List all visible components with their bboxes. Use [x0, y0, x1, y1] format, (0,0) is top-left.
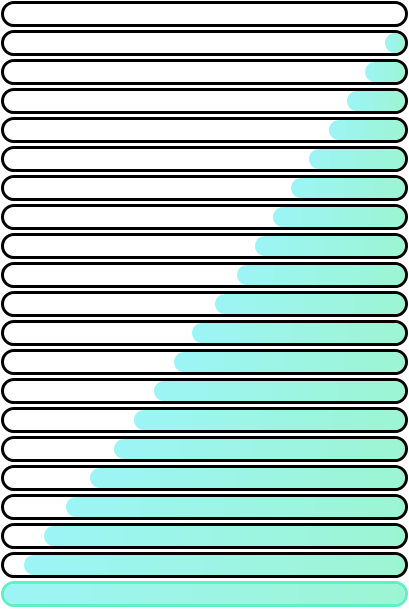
- progress-bar-fill: [347, 91, 405, 111]
- progress-bar: [1, 88, 408, 114]
- progress-bar: [1, 233, 408, 259]
- progress-bar: [1, 320, 408, 346]
- progress-bar: [1, 204, 408, 230]
- progress-bar-fill: [291, 178, 405, 198]
- progress-bar-fill: [154, 381, 405, 401]
- progress-bar-fill: [90, 468, 405, 488]
- progress-bar: [1, 378, 408, 404]
- progress-bar-fill: [215, 294, 405, 314]
- progress-bar: [1, 1, 408, 27]
- progress-bar: [1, 59, 408, 85]
- progress-bar-fill: [329, 120, 405, 140]
- progress-bar-fill: [385, 33, 405, 53]
- progress-bar-fill: [114, 439, 405, 459]
- progress-bar-fill: [66, 497, 405, 517]
- progress-bar-fill: [309, 149, 405, 169]
- progress-bar: [1, 262, 408, 288]
- progress-bar-fill: [134, 410, 405, 430]
- progress-bar-fill: [174, 352, 405, 372]
- progress-bar: [1, 349, 408, 375]
- progress-bar: [1, 291, 408, 317]
- progress-bar-fill: [365, 62, 405, 82]
- progress-bar: [1, 30, 408, 56]
- progress-bar: [1, 407, 408, 433]
- progress-bar-fill: [4, 584, 405, 604]
- progress-bar: [1, 494, 408, 520]
- progress-bar: [1, 552, 408, 578]
- progress-bar: [1, 436, 408, 462]
- progress-bar: [1, 117, 408, 143]
- progress-bar: [1, 175, 408, 201]
- progress-bar-fill: [255, 236, 405, 256]
- progress-bar-fill: [273, 207, 405, 227]
- progress-bar: [1, 146, 408, 172]
- progress-bar: [1, 581, 408, 607]
- progress-bar-fill: [237, 265, 405, 285]
- progress-bar-fill: [24, 555, 405, 575]
- progress-bar: [1, 465, 408, 491]
- progress-bar: [1, 523, 408, 549]
- progress-bar-fill: [192, 323, 405, 343]
- progress-bar-fill: [44, 526, 405, 546]
